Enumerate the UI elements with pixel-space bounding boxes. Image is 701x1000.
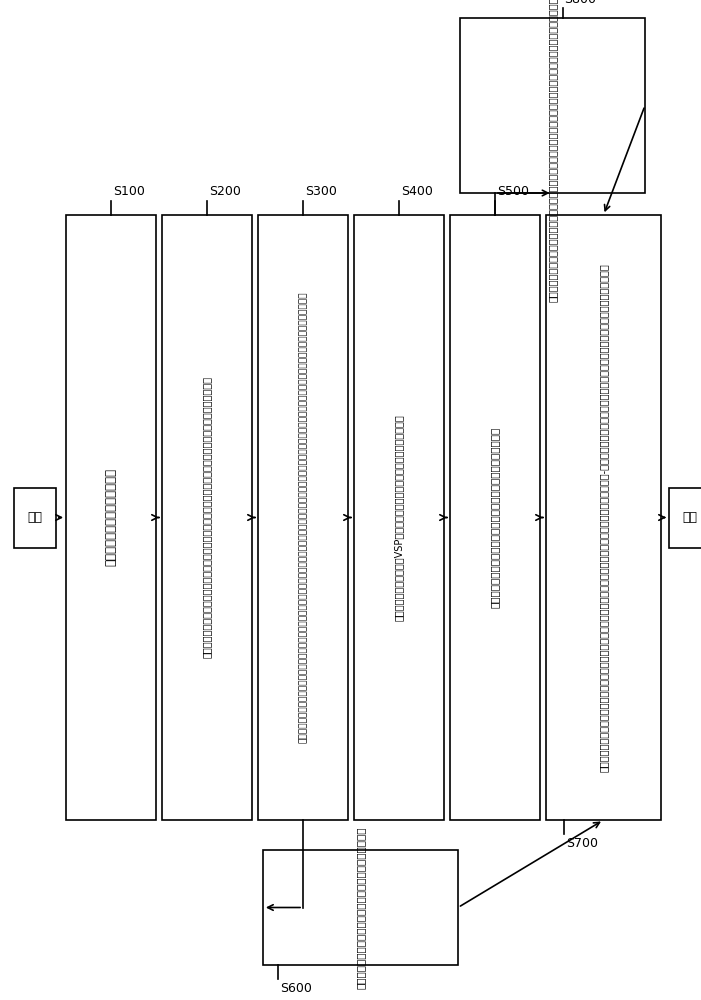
Text: 开始: 开始: [27, 511, 43, 524]
Bar: [66, 215, 156, 820]
Bar: [162, 215, 252, 820]
Text: S800: S800: [564, 0, 597, 6]
Text: 结束: 结束: [683, 511, 697, 524]
Text: S200: S200: [209, 185, 241, 198]
Text: 根据工区地层速度结构，确定工区速度控制层，并在所述叠前时间偏移数据体进行速度控制层的地震反射层位追踪，以获得工区中各个速度控制层位的时间域的地震反射层位数据和断: 根据工区地层速度结构，确定工区速度控制层，并在所述叠前时间偏移数据体进行速度控制…: [299, 292, 308, 743]
Bar: [263, 850, 458, 965]
Text: 对工区的单炮地震数据进行叠前时间偏移处理，以获得工区的叠前时间偏移数据体和叠前时间偏移成像速度体: 对工区的单炮地震数据进行叠前时间偏移处理，以获得工区的叠前时间偏移数据体和叠前时…: [202, 376, 212, 658]
Bar: [460, 18, 645, 193]
Bar: [546, 215, 661, 820]
Bar: [669, 488, 701, 548]
Text: S400: S400: [401, 185, 433, 198]
Text: S300: S300: [305, 185, 337, 198]
Text: S600: S600: [280, 982, 312, 995]
Bar: [258, 215, 348, 820]
Bar: [354, 215, 444, 820]
Text: 获取工区及邻区现有的基础资料: 获取工区及邻区现有的基础资料: [104, 468, 118, 566]
Text: 将构造格架模型中相应的时间域数据与对应的速度控制层对应的速度平面图进行断层或速度控制层配对，将所有时间-速度对，得到构造格架模型中相应的速度按空间进行融合从而得: 将构造格架模型中相应的时间域数据与对应的速度控制层对应的速度平面图进行断层或速度…: [599, 263, 608, 772]
Text: 采用地面地质图及叠前时间偏移速度体，确定各速度控制层的速度: 采用地面地质图及叠前时间偏移速度体，确定各速度控制层的速度: [490, 427, 500, 608]
Text: 利用地震反射层位数据和断层数据建立工区的构造格架模型: 利用地震反射层位数据和断层数据建立工区的构造格架模型: [355, 826, 365, 989]
Bar: [14, 488, 56, 548]
Text: S100: S100: [113, 185, 145, 198]
Bar: [450, 215, 540, 820]
Text: 根据邻区井的声波曲线或VSP测井曲线确定各小层段及各速度控制层段的速度: 根据邻区井的声波曲线或VSP测井曲线确定各小层段及各速度控制层段的速度: [394, 414, 404, 621]
Text: S500: S500: [497, 185, 529, 198]
Text: 利用工区的速度场和地震反射层位数据，进行初始叠前深度偏移速度控制，建立初始叠前深度偏移数据体，再进行相应的深度偏移处理，得到深度速度体: 利用工区的速度场和地震反射层位数据，进行初始叠前深度偏移速度控制，建立初始叠前深…: [547, 0, 557, 302]
Text: S700: S700: [566, 837, 598, 850]
